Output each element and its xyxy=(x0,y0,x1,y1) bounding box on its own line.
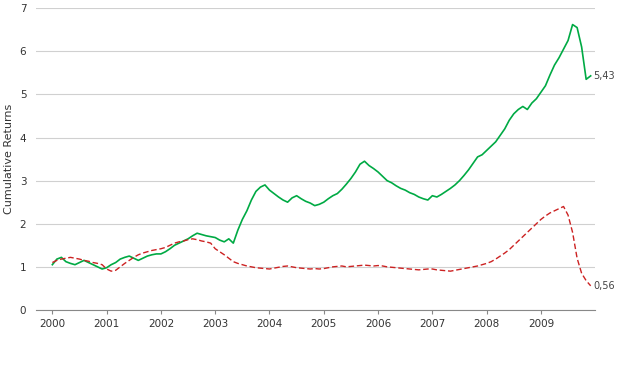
Text: 5,43: 5,43 xyxy=(593,71,615,81)
Legend: ----WML, WML’: ----WML, WML’ xyxy=(243,376,388,378)
Y-axis label: Cumulative Returns: Cumulative Returns xyxy=(4,104,14,214)
Text: 0,56: 0,56 xyxy=(593,281,615,291)
